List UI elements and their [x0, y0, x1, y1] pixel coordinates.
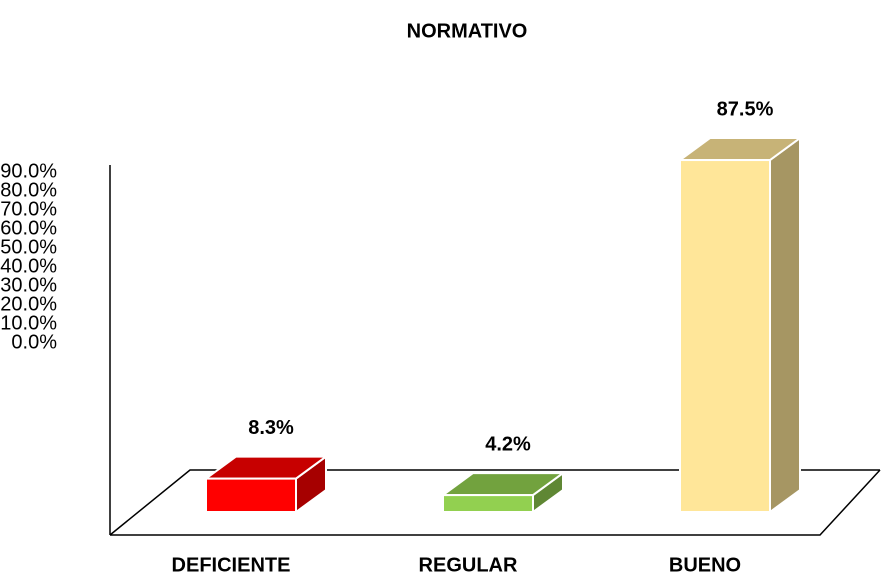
- value-label: 87.5%: [717, 98, 774, 120]
- y-tick-label: 50.0%: [0, 236, 57, 258]
- y-tick-label: 10.0%: [0, 312, 57, 334]
- y-tick-label: 40.0%: [0, 255, 57, 277]
- x-tick-label: REGULAR: [419, 554, 518, 576]
- y-tick-label: 80.0%: [0, 179, 57, 201]
- value-label: 4.2%: [485, 433, 531, 455]
- y-tick-label: 70.0%: [0, 198, 57, 220]
- floor-back: [109, 469, 880, 536]
- bar: [442, 494, 534, 513]
- bar: [679, 159, 771, 514]
- chart-title: NORMATIVO: [407, 20, 528, 42]
- value-label: 8.3%: [248, 417, 294, 439]
- y-tick-label: 60.0%: [0, 217, 57, 239]
- y-tick-label: 0.0%: [11, 331, 57, 353]
- floor-front: [110, 469, 881, 536]
- bar: [205, 477, 297, 514]
- y-tick-label: 90.0%: [0, 160, 57, 182]
- x-tick-label: BUENO: [669, 554, 741, 576]
- y-tick-label: 30.0%: [0, 274, 57, 296]
- y-tick-label: 20.0%: [0, 293, 57, 315]
- bar-side: [769, 136, 801, 514]
- x-tick-label: DEFICIENTE: [172, 554, 291, 576]
